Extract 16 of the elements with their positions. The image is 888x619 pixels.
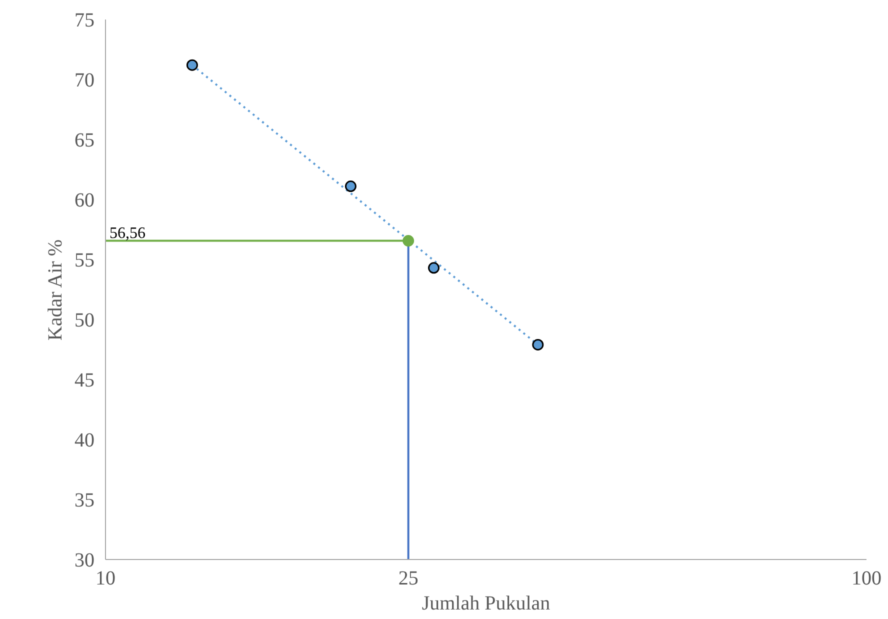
y-tick-label: 55 <box>74 250 94 272</box>
y-axis-title: Kadar Air % <box>44 240 66 341</box>
y-tick-label: 40 <box>74 430 94 452</box>
annotation: 56,56 <box>110 224 146 242</box>
y-tick-label: 50 <box>74 310 94 332</box>
x-axis-title: Jumlah Pukulan <box>422 592 550 614</box>
x-tick-label: 25 <box>398 568 418 590</box>
y-tick-label: 45 <box>74 370 94 392</box>
y-tick-label: 65 <box>74 130 94 152</box>
y-tick-label: 60 <box>74 190 94 212</box>
x-tick-label: 10 <box>96 568 116 590</box>
x-tick-label: 100 <box>852 568 882 590</box>
y-tick-label: 75 <box>74 10 94 32</box>
y-tick-label: 30 <box>74 550 94 572</box>
y-tick-label: 70 <box>74 70 94 92</box>
y-tick-label: 35 <box>74 490 94 512</box>
